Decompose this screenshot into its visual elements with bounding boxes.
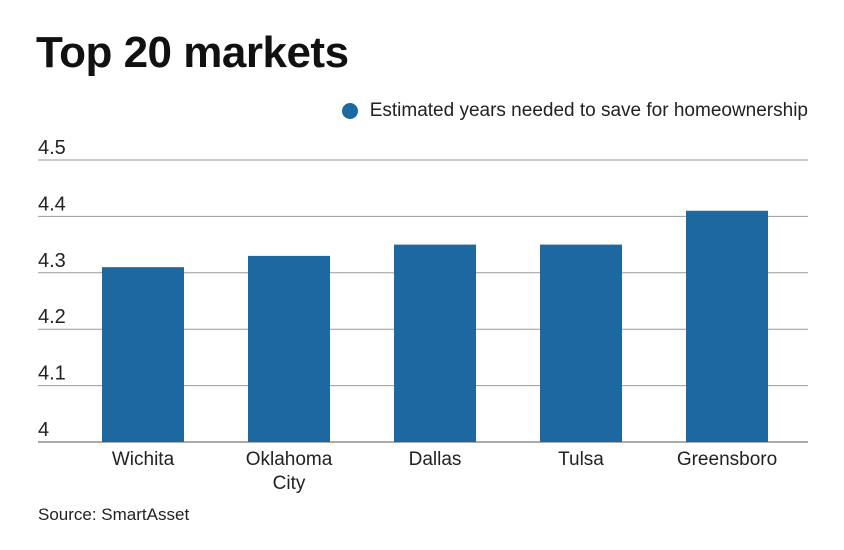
bar xyxy=(394,244,476,442)
bar xyxy=(686,210,768,442)
y-tick-label: 4 xyxy=(38,419,49,441)
y-tick-label: 4.4 xyxy=(38,193,66,215)
y-axis-ticks: 4 4.1 4.2 4.3 4.4 4.5 xyxy=(38,137,66,441)
source-note: Source: SmartAsset xyxy=(38,505,190,524)
bars xyxy=(102,210,768,442)
bar xyxy=(248,255,330,442)
x-axis-categories: Wichita Oklahoma City Dallas Tulsa Greensboro xyxy=(112,449,777,494)
chart-title: Top 20 markets xyxy=(36,28,349,77)
legend-marker-icon xyxy=(341,103,358,119)
y-tick-label: 4.3 xyxy=(38,250,66,272)
bar xyxy=(540,244,622,442)
legend: Estimated years needed to save for homeo… xyxy=(341,100,808,122)
x-category-label: Dallas xyxy=(409,449,462,470)
y-tick-label: 4.2 xyxy=(38,306,66,328)
x-category-label: Oklahoma City xyxy=(246,449,333,494)
x-category-label: Wichita xyxy=(112,449,175,470)
bar xyxy=(102,267,184,442)
x-category-label: Greensboro xyxy=(677,449,777,470)
y-tick-label: 4.5 xyxy=(38,137,66,159)
y-tick-label: 4.1 xyxy=(38,363,66,385)
x-category-label: Tulsa xyxy=(558,449,604,470)
legend-label: Estimated years needed to save for homeo… xyxy=(369,100,808,121)
